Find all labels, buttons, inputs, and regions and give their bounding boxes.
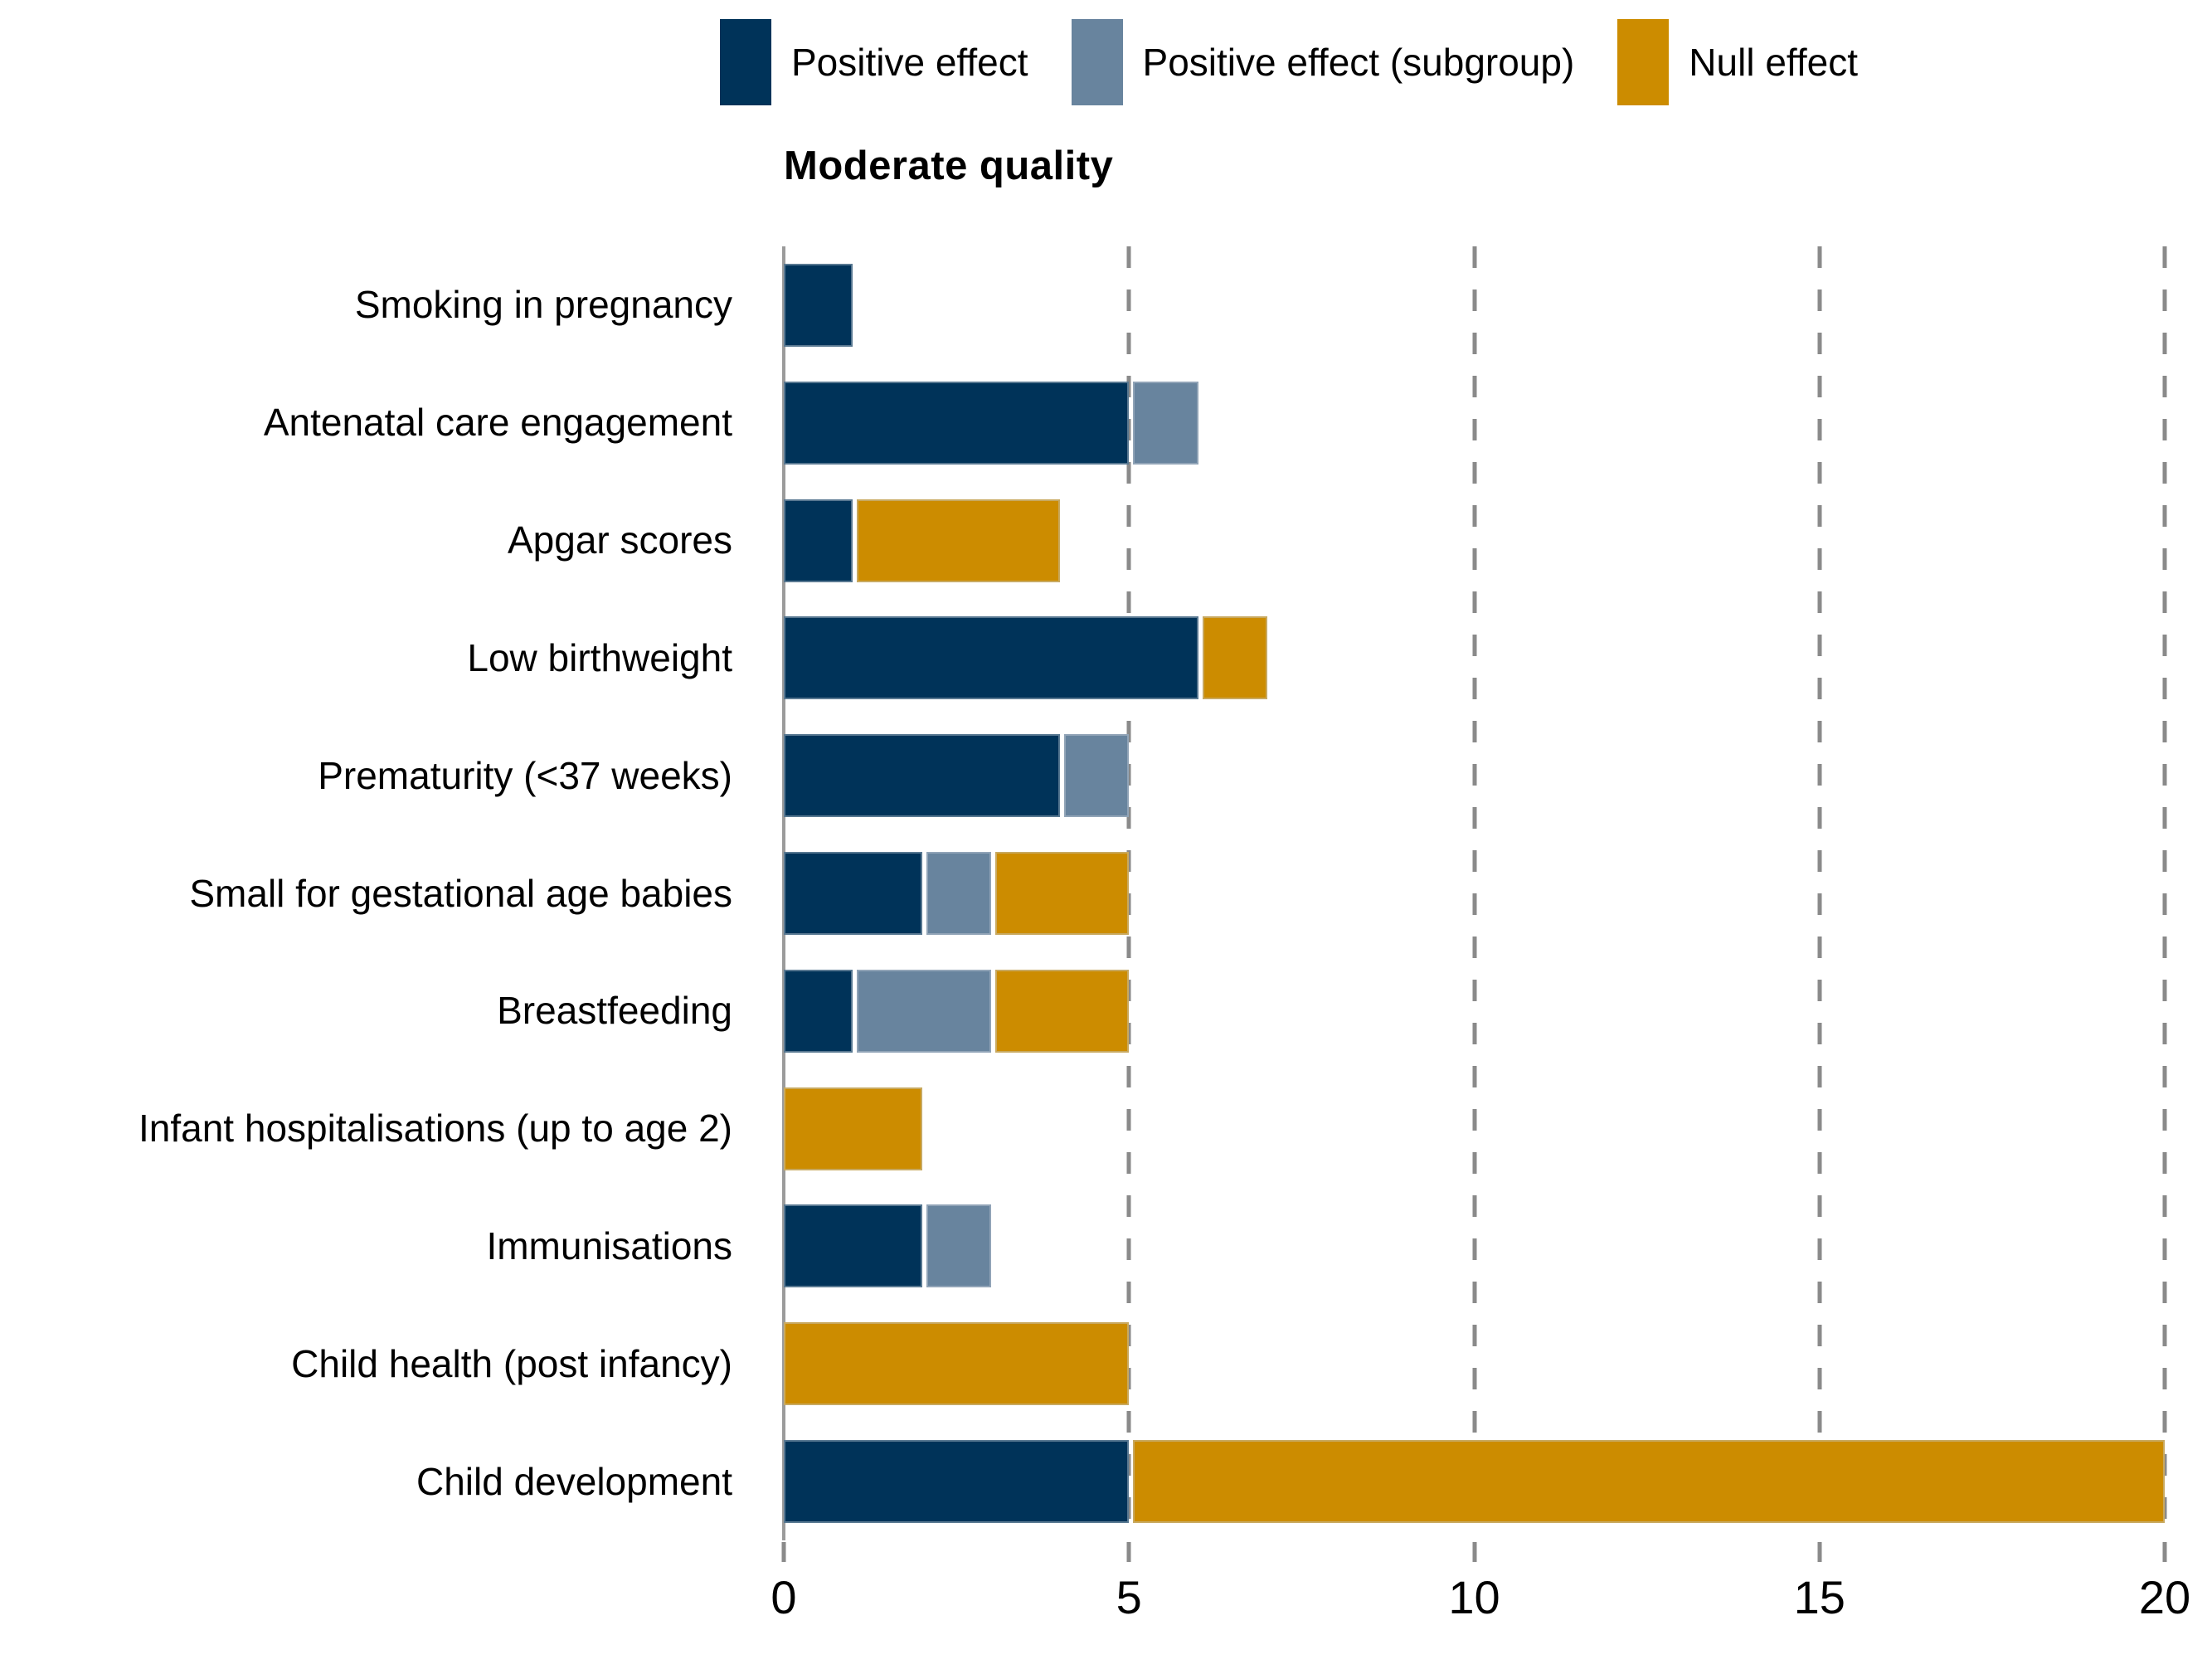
chart-row-immunisations: Immunisations bbox=[0, 1188, 2212, 1306]
x-axis-label-10: 10 bbox=[1448, 1571, 1500, 1623]
bar-segment-positive-effect bbox=[784, 969, 853, 1053]
gridline-15 bbox=[1817, 246, 1822, 1540]
bar-segment-positive-effect bbox=[784, 1440, 1130, 1524]
bar-track bbox=[784, 969, 2165, 1053]
legend-item-null-effect: Null effect bbox=[1617, 19, 1858, 105]
bar-track bbox=[784, 1322, 2165, 1406]
bar-track bbox=[784, 616, 2165, 700]
bar-segment-null-effect bbox=[784, 1087, 922, 1170]
bar-segment-null-effect bbox=[784, 1322, 1130, 1406]
bar-segment-positive-effect-subgroup bbox=[1064, 734, 1130, 818]
bar-segment-positive-effect bbox=[784, 499, 853, 582]
chart-row-antenatal-care-engagement: Antenatal care engagement bbox=[0, 364, 2212, 482]
bar-track bbox=[784, 1087, 2165, 1170]
bar-track bbox=[784, 734, 2165, 818]
legend-swatch-positive-effect-subgroup bbox=[1071, 19, 1123, 105]
chart-row-infant-hospitalisations-up-to-age-2: Infant hospitalisations (up to age 2) bbox=[0, 1070, 2212, 1188]
bar-segment-positive-effect bbox=[784, 734, 1060, 818]
bar-track bbox=[784, 1204, 2165, 1288]
gridline-20 bbox=[2162, 246, 2167, 1540]
bar-segment-positive-effect bbox=[784, 263, 853, 347]
category-label: Smoking in pregnancy bbox=[354, 283, 732, 327]
axis-tick-0 bbox=[781, 1542, 786, 1562]
legend: Positive effect Positive effect (subgroup… bbox=[720, 18, 1901, 106]
chart-row-child-health-post-infancy: Child health (post infancy) bbox=[0, 1305, 2212, 1423]
axis-tick-15 bbox=[1817, 1542, 1822, 1562]
bar-segment-null-effect bbox=[1202, 616, 1267, 700]
chart-row-smoking-in-pregnancy: Smoking in pregnancy bbox=[0, 246, 2212, 364]
x-axis-label-0: 0 bbox=[771, 1571, 797, 1623]
legend-item-positive-effect-subgroup: Positive effect (subgroup) bbox=[1071, 19, 1575, 105]
bar-segment-positive-effect-subgroup bbox=[926, 851, 991, 935]
legend-label: Null effect bbox=[1689, 41, 1858, 84]
bar-track bbox=[784, 851, 2165, 935]
bar-segment-positive-effect bbox=[784, 851, 922, 935]
category-label: Child development bbox=[416, 1459, 732, 1503]
bar-segment-positive-effect-subgroup bbox=[857, 969, 991, 1053]
x-axis-label-5: 5 bbox=[1116, 1571, 1142, 1623]
axis-tick-5 bbox=[1126, 1542, 1131, 1562]
chart-row-small-for-gestational-age-babies: Small for gestational age babies bbox=[0, 834, 2212, 952]
gridline-10 bbox=[1472, 246, 1476, 1540]
axis-tick-20 bbox=[2162, 1542, 2167, 1562]
category-label: Low birthweight bbox=[467, 635, 732, 679]
category-label: Child health (post infancy) bbox=[291, 1341, 732, 1385]
bar-track bbox=[784, 1440, 2165, 1524]
bar-rows: Smoking in pregnancy Antenatal care engag… bbox=[0, 246, 2212, 1540]
category-label: Infant hospitalisations (up to age 2) bbox=[138, 1107, 732, 1151]
axis-tick-10 bbox=[1472, 1542, 1476, 1562]
legend-item-positive-effect: Positive effect bbox=[720, 19, 1028, 105]
category-label: Antenatal care engagement bbox=[263, 401, 732, 445]
category-label: Small for gestational age babies bbox=[189, 871, 732, 915]
chart-title: Moderate quality bbox=[784, 144, 1114, 188]
legend-label: Positive effect bbox=[791, 41, 1028, 84]
bar-segment-positive-effect-subgroup bbox=[1133, 381, 1198, 465]
bar-segment-null-effect bbox=[994, 851, 1130, 935]
category-label: Immunisations bbox=[486, 1224, 732, 1267]
chart-row-apgar-scores: Apgar scores bbox=[0, 482, 2212, 600]
chart-row-breastfeeding: Breastfeeding bbox=[0, 952, 2212, 1070]
category-label: Prematurity (<37 weeks) bbox=[318, 753, 732, 797]
bar-track bbox=[784, 499, 2165, 582]
bar-segment-positive-effect bbox=[784, 381, 1130, 465]
bar-segment-positive-effect bbox=[784, 616, 1198, 700]
bar-track bbox=[784, 263, 2165, 347]
bar-track bbox=[784, 381, 2165, 465]
chart-row-prematurity-37-weeks: Prematurity (<37 weeks) bbox=[0, 717, 2212, 834]
chart-row-child-development: Child development bbox=[0, 1423, 2212, 1540]
category-label: Breastfeeding bbox=[497, 989, 732, 1033]
legend-swatch-null-effect bbox=[1617, 19, 1670, 105]
category-label: Apgar scores bbox=[507, 518, 732, 562]
legend-swatch-positive-effect bbox=[720, 19, 771, 105]
bar-segment-null-effect bbox=[994, 969, 1130, 1053]
bar-segment-null-effect bbox=[857, 499, 1060, 582]
bar-segment-positive-effect-subgroup bbox=[926, 1204, 991, 1288]
x-axis-label-15: 15 bbox=[1793, 1571, 1845, 1623]
legend-label: Positive effect (subgroup) bbox=[1142, 41, 1575, 84]
bar-segment-null-effect bbox=[1133, 1440, 2165, 1524]
bar-segment-positive-effect bbox=[784, 1204, 922, 1288]
x-axis-label-20: 20 bbox=[2138, 1571, 2191, 1623]
gridline-5 bbox=[1126, 246, 1131, 1540]
chart-row-low-birthweight: Low birthweight bbox=[0, 599, 2212, 717]
